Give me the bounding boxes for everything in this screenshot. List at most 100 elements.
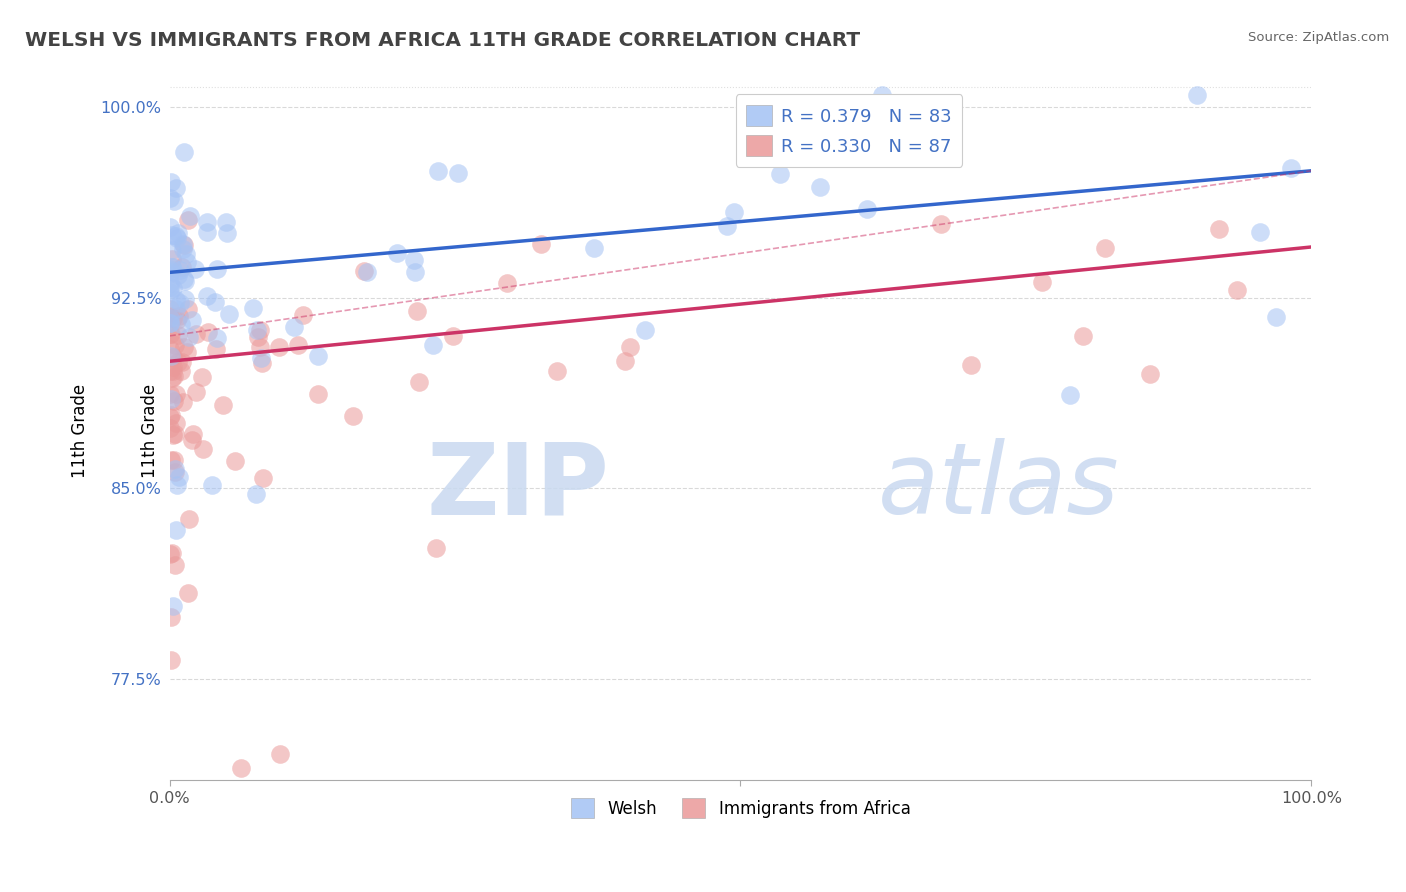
- Point: [177, 512, 200, 526]
- Point: [165, 181, 187, 195]
- Point: [249, 351, 271, 365]
- Point: [162, 244, 184, 258]
- Point: [872, 87, 894, 102]
- Point: [283, 320, 305, 334]
- Point: [176, 302, 198, 317]
- Point: [163, 453, 186, 467]
- Point: [166, 268, 188, 282]
- Point: [160, 260, 183, 274]
- Point: [856, 202, 879, 217]
- Point: [165, 426, 187, 441]
- Point: [173, 271, 195, 285]
- Point: [179, 330, 201, 344]
- Point: [162, 260, 184, 275]
- Point: [218, 307, 240, 321]
- Point: [162, 364, 184, 378]
- Point: [204, 294, 226, 309]
- Point: [159, 392, 181, 407]
- Point: [159, 363, 181, 377]
- Point: [197, 325, 219, 339]
- Point: [242, 301, 264, 316]
- Point: [166, 354, 188, 368]
- Point: [160, 326, 183, 341]
- Point: [170, 317, 193, 331]
- Point: [173, 275, 195, 289]
- Point: [163, 558, 186, 572]
- Point: [425, 541, 447, 555]
- Point: [160, 546, 183, 560]
- Point: [177, 585, 200, 599]
- Point: [159, 310, 181, 324]
- Point: [1139, 367, 1161, 381]
- Point: [960, 358, 983, 372]
- Point: [193, 442, 215, 456]
- Point: [195, 225, 218, 239]
- Point: [929, 218, 952, 232]
- Point: [166, 328, 188, 343]
- Y-axis label: 11th Grade: 11th Grade: [141, 384, 159, 478]
- Point: [546, 364, 568, 378]
- Point: [159, 220, 181, 235]
- Point: [195, 215, 218, 229]
- Point: [159, 266, 181, 280]
- Point: [619, 340, 641, 354]
- Point: [169, 296, 191, 310]
- Point: [1185, 87, 1208, 102]
- Point: [165, 462, 187, 476]
- Point: [342, 409, 364, 423]
- Point: [160, 609, 183, 624]
- Point: [212, 398, 235, 412]
- Point: [249, 340, 271, 354]
- Point: [160, 452, 183, 467]
- Point: [530, 237, 553, 252]
- Point: [165, 293, 187, 307]
- Point: [159, 280, 181, 294]
- Text: atlas: atlas: [877, 439, 1119, 535]
- Point: [166, 478, 188, 492]
- Point: [165, 229, 187, 244]
- Point: [186, 326, 208, 341]
- Point: [267, 340, 290, 354]
- Text: ZIP: ZIP: [426, 439, 609, 535]
- Point: [174, 292, 197, 306]
- Point: [1281, 161, 1303, 176]
- Point: [404, 265, 426, 279]
- Point: [159, 276, 181, 290]
- Point: [165, 417, 187, 431]
- Point: [307, 350, 329, 364]
- Point: [183, 262, 205, 277]
- Point: [1031, 275, 1053, 289]
- Point: [163, 368, 186, 383]
- Point: [167, 470, 190, 484]
- Point: [1071, 328, 1094, 343]
- Point: [176, 255, 198, 269]
- Point: [1059, 388, 1081, 402]
- Text: Source: ZipAtlas.com: Source: ZipAtlas.com: [1249, 31, 1389, 45]
- Point: [207, 261, 229, 276]
- Point: [167, 227, 190, 241]
- Point: [160, 349, 183, 363]
- Point: [170, 364, 193, 378]
- Point: [1264, 310, 1286, 325]
- Point: [406, 304, 429, 318]
- Text: WELSH VS IMMIGRANTS FROM AFRICA 11TH GRADE CORRELATION CHART: WELSH VS IMMIGRANTS FROM AFRICA 11TH GRA…: [25, 31, 860, 50]
- Point: [159, 311, 181, 326]
- Point: [808, 179, 831, 194]
- Point: [159, 342, 181, 356]
- Point: [162, 311, 184, 326]
- Point: [181, 312, 204, 326]
- Point: [201, 478, 224, 492]
- Point: [287, 338, 309, 352]
- Point: [163, 394, 186, 409]
- Point: [252, 470, 274, 484]
- Point: [166, 313, 188, 327]
- Point: [614, 354, 637, 368]
- Point: [174, 246, 197, 260]
- Point: [217, 226, 239, 240]
- Point: [162, 428, 184, 442]
- Point: [186, 384, 208, 399]
- Point: [292, 308, 315, 322]
- Point: [162, 350, 184, 364]
- Point: [162, 359, 184, 374]
- Point: [159, 310, 181, 324]
